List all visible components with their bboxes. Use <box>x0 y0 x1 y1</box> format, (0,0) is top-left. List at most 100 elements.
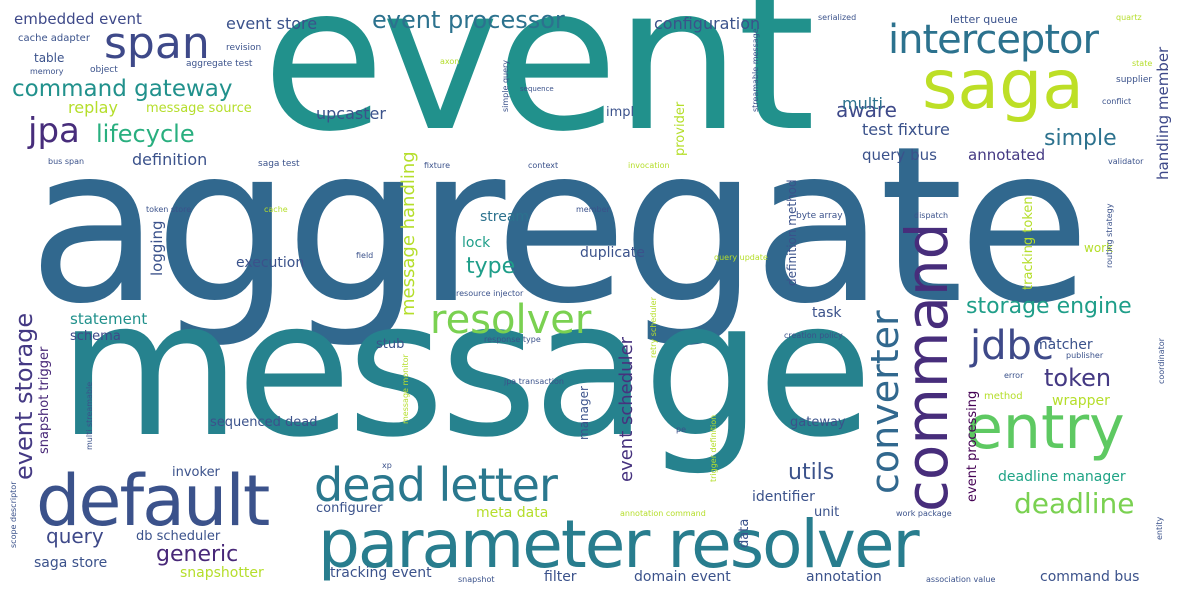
word-command-bus: command bus <box>1040 569 1140 585</box>
word-cache: cache <box>264 205 288 214</box>
word-byte-array: byte array <box>796 211 843 221</box>
word-letter-queue: letter queue <box>950 13 1018 26</box>
word-publisher: publisher <box>1066 351 1104 360</box>
word-parameter-resolver: parameter resolver <box>318 506 920 583</box>
word-query-update: query update <box>714 253 768 262</box>
word-lock: lock <box>462 235 491 251</box>
word-field: field <box>356 251 374 260</box>
word-resolver: resolver <box>430 297 592 343</box>
word-command-gateway: command gateway <box>12 76 233 102</box>
word-invocation: invocation <box>628 161 670 170</box>
word-duplicate: duplicate <box>580 245 645 261</box>
word-token-store: token store <box>146 205 192 214</box>
word-aggregate-test: aggregate test <box>186 59 253 69</box>
word-message-source: message source <box>146 101 252 116</box>
word-axon: axon <box>440 57 460 66</box>
word-test-fixture: test fixture <box>862 120 950 139</box>
word-execution: execution <box>236 255 305 271</box>
word-retry-scheduler: retry scheduler <box>649 297 658 358</box>
word-entry: entry <box>966 393 1125 463</box>
word-handling-member: handling member <box>1154 46 1172 180</box>
word-aggregate: aggregate <box>28 100 1091 351</box>
word-generic: generic <box>156 542 239 567</box>
word-multi-streamable: multi streamable <box>85 381 94 450</box>
word-annotated: annotated <box>968 146 1046 164</box>
word-annotation: annotation <box>806 569 882 585</box>
word-message-monitor: message monitor <box>401 354 410 424</box>
word-wrapper: wrapper <box>1052 393 1110 409</box>
word-token: token <box>1044 364 1112 392</box>
word-object: object <box>90 65 118 75</box>
word-saga-test: saga test <box>258 159 300 169</box>
word-scope-descriptor: scope descriptor <box>9 481 18 548</box>
word-storage-engine: storage engine <box>966 294 1132 319</box>
word-utils: utils <box>788 460 835 485</box>
word-trigger-definition: trigger definition <box>709 414 718 482</box>
word-query-bus: query bus <box>862 146 937 164</box>
word-impl: impl <box>606 105 635 120</box>
word-method: method <box>984 391 1023 402</box>
word-event: event <box>262 0 816 176</box>
word-configurer: configurer <box>316 501 383 516</box>
word-revision: revision <box>226 43 262 53</box>
word-matcher: matcher <box>1034 337 1093 353</box>
word-saga: saga <box>922 46 1084 125</box>
word-meta-data: meta data <box>476 505 549 521</box>
word-memory: memory <box>30 67 64 76</box>
word-cache-adapter: cache adapter <box>18 33 90 44</box>
word-span: span <box>104 18 210 69</box>
word-replay: replay <box>68 98 118 117</box>
word-snapshot: snapshot <box>458 575 495 584</box>
word-sequenced-dead: sequenced dead <box>210 415 318 430</box>
word-work: work <box>1084 241 1114 255</box>
word-snapshot-trigger: snapshot trigger <box>37 346 52 454</box>
word-simple-query: simple query <box>501 59 510 112</box>
word-interceptor: interceptor <box>888 17 1099 63</box>
word-dispatch: dispatch <box>914 211 949 220</box>
word-bus-span: bus span <box>48 157 85 166</box>
word-fixture: fixture <box>424 161 451 170</box>
word-event-storage: event storage <box>10 312 38 480</box>
word-resource-injector: resource injector <box>456 289 524 298</box>
word-filter: filter <box>544 569 577 585</box>
word-routing-strategy: routing strategy <box>1105 203 1114 269</box>
word-stream: stream <box>480 209 530 225</box>
word-event-scheduler: event scheduler <box>616 336 637 482</box>
word-schema: schema <box>70 329 121 344</box>
word-data: data <box>737 518 752 548</box>
word-multi: multi <box>842 94 883 113</box>
word-quartz: quartz <box>1116 13 1142 22</box>
word-db-scheduler: db scheduler <box>136 529 221 544</box>
word-provider: provider <box>673 101 688 156</box>
word-serialized: serialized <box>818 13 857 22</box>
word-task: task <box>812 305 842 321</box>
word-upcaster: upcaster <box>316 104 386 123</box>
word-dead-letter: dead letter <box>314 458 558 512</box>
word-work-package: work package <box>896 509 952 518</box>
word-default: default <box>36 460 270 542</box>
word-validator: validator <box>1108 157 1144 166</box>
word-definition-method: definition method <box>785 179 799 286</box>
word-manager: manager <box>577 386 591 440</box>
word-unit: unit <box>814 505 840 520</box>
word-jpa: jpa <box>28 111 80 151</box>
word-deadline: deadline <box>1014 487 1135 520</box>
word-annotation-command: annotation command <box>620 509 706 518</box>
word-converter: converter <box>863 310 907 494</box>
word-invoker: invoker <box>172 465 220 480</box>
word-domain-event: domain event <box>634 569 731 585</box>
word-type: type <box>466 254 516 279</box>
word-event-processor: event processor <box>372 6 565 34</box>
word-table: table <box>34 51 65 65</box>
word-message: message <box>58 260 873 479</box>
word-member: member <box>576 205 610 214</box>
word-identifier: identifier <box>752 489 815 505</box>
word-logging: logging <box>148 220 166 276</box>
word-conflict: conflict <box>1102 97 1132 106</box>
word-statement: statement <box>70 310 148 328</box>
word-definition: definition <box>132 150 208 169</box>
word-response-type: response type <box>484 335 541 344</box>
word-lifecycle: lifecycle <box>96 120 195 148</box>
word-entity: entity <box>1155 516 1164 540</box>
